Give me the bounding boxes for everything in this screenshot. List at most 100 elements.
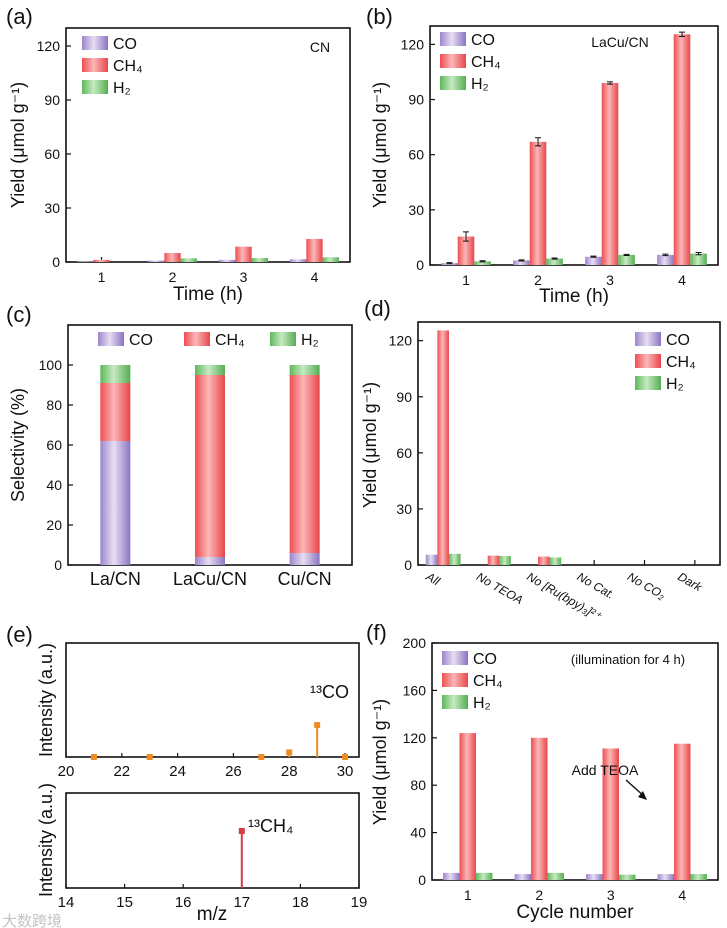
x-axis-label: Time (h) (173, 284, 243, 305)
x-tick-label: No TEOA (474, 569, 525, 607)
bar-ch4 (164, 253, 181, 262)
y-tick-label: 160 (403, 682, 427, 698)
y-tick-label: 40 (410, 825, 426, 841)
error-bar (463, 231, 469, 242)
y-axis-label: Selectivity (%) (8, 388, 28, 502)
y-tick-label: 30 (396, 501, 412, 517)
x-tick-label: 24 (169, 763, 186, 780)
legend-swatch-h2 (442, 695, 468, 709)
legend-label-co: CO (471, 32, 495, 49)
x-tick-label: 1 (98, 269, 106, 285)
x-tick-label: 22 (113, 763, 130, 780)
bar-h2 (448, 553, 461, 565)
panel-label: (d) (364, 296, 391, 321)
y-axis-label: Yield (μmol g⁻¹) (360, 382, 380, 508)
y-axis-label: Yield (μmol g⁻¹) (8, 82, 28, 208)
y-tick-label: 0 (416, 257, 424, 273)
panel-label: (a) (6, 4, 33, 29)
bar-ch4 (437, 330, 449, 565)
legend-swatch-h2 (440, 76, 466, 90)
error-bar (535, 137, 541, 147)
legend-label-co: CO (666, 332, 690, 349)
error-bar (662, 253, 669, 257)
legend-swatch-co (82, 36, 108, 50)
panel-label: (f) (366, 620, 387, 645)
y-axis-label: Intensity (a.u.) (36, 783, 56, 897)
y-tick-label: 80 (46, 397, 62, 413)
y-tick-label: 0 (418, 872, 426, 888)
x-axis-label: Cycle number (516, 902, 634, 923)
legend-swatch-co (440, 32, 466, 46)
stem-marker (238, 828, 245, 834)
panel-label: (e) (6, 622, 33, 647)
legend-swatch-co (635, 332, 661, 346)
y-axis-label: Yield (μmol g⁻¹) (370, 699, 390, 825)
legend-label-h2: H₂ (301, 332, 319, 349)
arrow-head-icon (638, 791, 647, 800)
y-tick-label: 90 (396, 389, 412, 405)
bar-co (77, 261, 94, 262)
legend-swatch-ch4 (184, 332, 210, 346)
bar-co (219, 259, 236, 262)
error-bar (518, 259, 525, 262)
watermark: 大数跨境 (2, 912, 62, 928)
x-tick-label: 4 (678, 887, 686, 903)
y-tick-label: 120 (403, 730, 427, 746)
y-tick-label: 60 (46, 437, 62, 453)
x-tick-label: All (423, 569, 443, 588)
legend-label-ch4: CH₄ (113, 58, 143, 75)
peak-annotation: ¹³CO (310, 682, 349, 702)
x-tick-label: 4 (311, 269, 319, 285)
stem-marker (146, 754, 153, 760)
error-bar (446, 262, 453, 265)
y-tick-label: 100 (39, 357, 63, 373)
plot-frame (431, 642, 719, 881)
x-tick-label: 14 (58, 894, 75, 911)
legend-label-ch4: CH₄ (666, 354, 696, 371)
bar-co (513, 260, 530, 265)
bar-co (425, 554, 438, 565)
x-tick-label: Dark (675, 569, 705, 594)
legend-swatch-ch4 (440, 54, 466, 68)
x-tick-label: 3 (606, 272, 614, 288)
legend-label-h2: H₂ (471, 76, 489, 93)
bar-h2 (690, 874, 707, 880)
bar-h2 (690, 253, 707, 265)
x-tick-label: Cu/CN (278, 569, 332, 589)
legend-swatch-co (98, 332, 124, 346)
bar-h2 (289, 365, 320, 375)
bar-ch4 (529, 141, 547, 265)
error-bar (551, 257, 558, 260)
bar-h2 (475, 872, 493, 880)
legend-label-ch4: CH₄ (471, 54, 501, 71)
bar-co (290, 259, 307, 262)
bar-ch4 (487, 555, 500, 565)
y-tick-label: 60 (44, 146, 60, 162)
stem-marker (90, 754, 97, 760)
x-tick-label: 15 (116, 894, 133, 911)
chart-title: (illumination for 4 h) (571, 652, 685, 667)
stem-marker (258, 754, 265, 760)
bar-h2 (180, 258, 197, 262)
bar-h2 (549, 557, 562, 565)
stem-marker (286, 749, 293, 756)
bar-co (657, 874, 675, 880)
peak-annotation: ¹³CH₄ (248, 816, 293, 836)
bar-co (443, 872, 460, 880)
legend-label-h2: H₂ (473, 695, 491, 712)
bar-co (514, 874, 532, 880)
error-bar (590, 255, 597, 258)
plot-frame (429, 25, 719, 266)
bar-h2 (618, 254, 635, 265)
y-tick-label: 90 (408, 92, 424, 108)
legend-label-co: CO (129, 332, 153, 349)
legend-swatch-ch4 (82, 58, 108, 72)
x-tick-label: LaCu/CN (173, 569, 247, 589)
bar-h2 (547, 872, 564, 880)
bar-ch4 (457, 236, 475, 265)
annotation-text: Add TEOA (572, 762, 639, 778)
x-tick-label: 30 (337, 763, 354, 780)
legend-label-h2: H₂ (113, 80, 131, 97)
legend-label-co: CO (473, 651, 497, 668)
y-tick-label: 60 (396, 445, 412, 461)
